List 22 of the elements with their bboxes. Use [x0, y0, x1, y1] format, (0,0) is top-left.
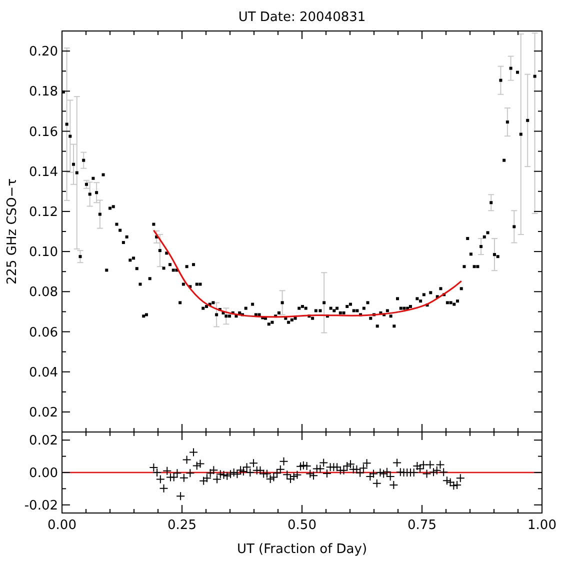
y-tick-label: 0.02: [29, 434, 58, 449]
y-tick-label: 0.12: [29, 204, 58, 220]
y-tick-label: 0.10: [29, 245, 58, 260]
y-tick-label: -0.02: [24, 498, 58, 514]
x-tick-label: 0.75: [408, 518, 436, 533]
y-tick-label: 0.18: [29, 84, 58, 100]
x-tick-label: 0.50: [288, 518, 316, 533]
y-tick-label: 0.16: [29, 124, 58, 140]
y-tick-label: 0.06: [29, 325, 58, 340]
y-tick-label: 0.14: [29, 164, 58, 180]
x-tick-label: 0.25: [168, 518, 196, 533]
x-tick-label: 0.00: [48, 518, 76, 533]
x-axis-title: UT (Fraction of Day): [236, 542, 368, 557]
chart-title: UT Date: 20040831: [238, 10, 366, 25]
x-tick-label: 1.00: [528, 518, 556, 533]
line-series: [152, 230, 462, 318]
y-tick-label: 0.04: [29, 365, 58, 380]
y-tick-label: 0.02: [29, 405, 58, 420]
y-tick-label: 0.08: [29, 285, 58, 300]
y-tick-label: 0.20: [29, 44, 58, 60]
y-axis-title: 225 GHz CSO−τ: [5, 178, 20, 285]
y-tick-label: 0.00: [29, 466, 58, 481]
